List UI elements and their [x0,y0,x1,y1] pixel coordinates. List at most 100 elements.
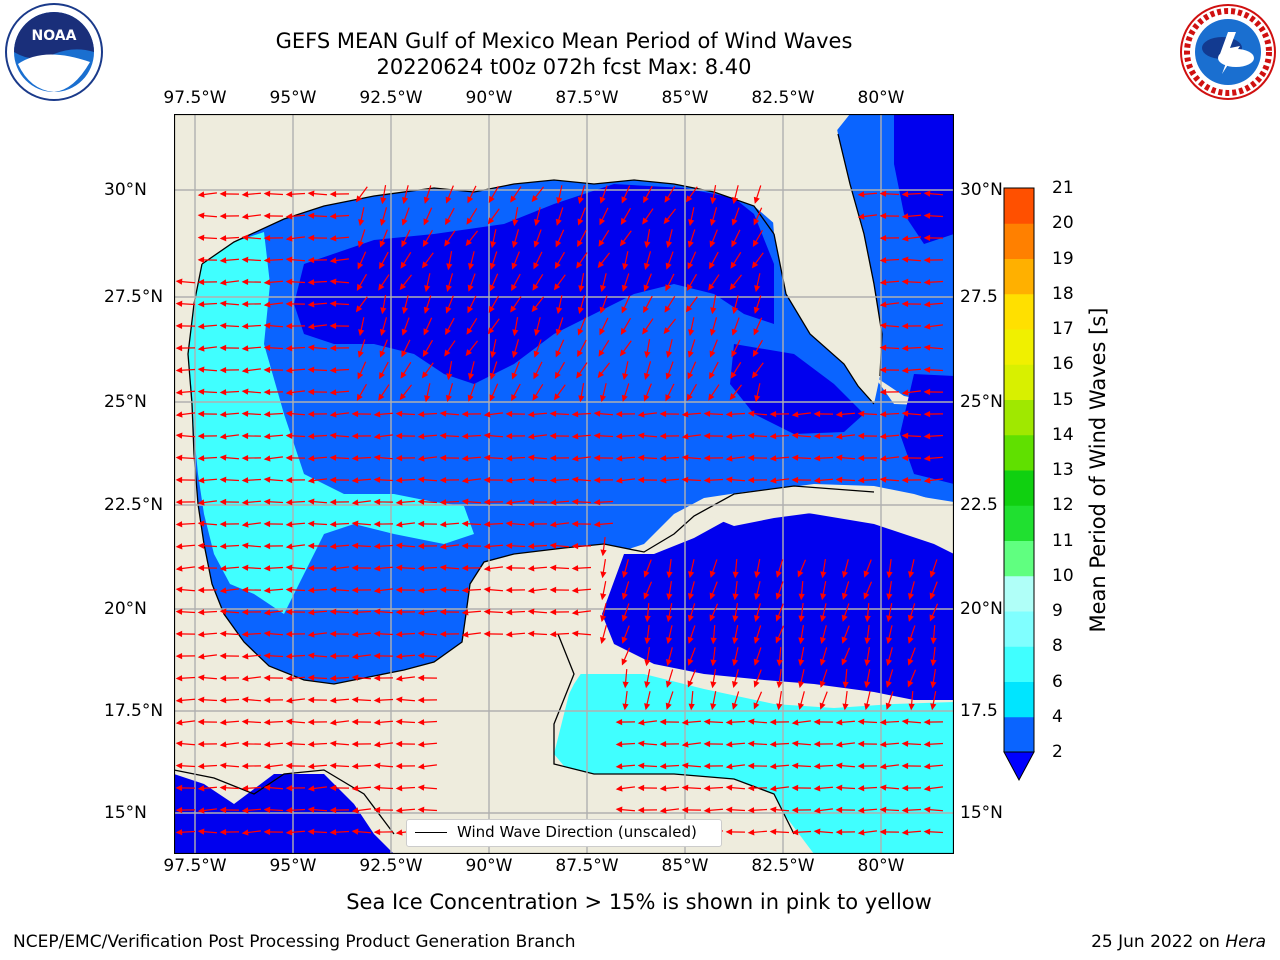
wave-direction-arrowhead [197,696,205,703]
wave-direction-arrowhead [621,196,628,204]
wave-direction-arrowhead [747,740,755,747]
wave-direction-arrowhead [885,658,893,667]
wave-direction-arrowhead [857,740,865,748]
wave-direction-arrowhead [505,564,513,572]
wave-direction-arrowhead [555,218,562,226]
wave-direction-arrowhead [263,542,271,550]
wave-direction-arrowhead [615,806,623,813]
wave-direction-arrowhead [637,762,645,769]
wave-direction-arrowhead [285,807,293,814]
wave-direction-arrowhead [571,433,579,440]
wave-direction-arrowhead [797,702,805,711]
colorbar-under-arrow [1003,751,1035,782]
wave-direction-arrowhead [864,615,871,623]
wave-direction-arrowhead [599,328,606,336]
wave-direction-arrowhead [263,784,271,791]
wave-direction-arrowhead [534,329,541,337]
wave-direction-arrowhead [329,652,337,660]
wave-direction-arrowhead [329,322,337,330]
wave-direction-arrowhead [175,652,183,660]
wave-direction-arrowhead [879,212,887,220]
wave-direction-arrowhead [351,432,359,440]
wave-direction-arrowhead [373,719,381,726]
lat-tick-left: 27.5°N [104,287,164,307]
wave-direction-arrowhead [329,190,337,198]
lon-tick-bottom: 80°W [857,856,905,876]
wave-direction-arrowhead [549,542,557,549]
wave-direction-arrowhead [769,410,777,418]
wave-direction-arrowhead [879,433,887,440]
wave-direction-arrowhead [373,520,381,528]
wave-direction-arrowhead [241,345,249,352]
wave-direction-arrowhead [351,609,359,616]
wave-direction-arrowhead [659,477,667,484]
colorbar-swatch [1004,540,1034,577]
wave-direction-arrowhead [753,306,760,314]
wave-direction-arrowhead [879,763,887,770]
wave-direction-arrowhead [373,608,381,615]
wave-direction-arrowhead [703,477,711,484]
wave-direction-arrowhead [710,703,717,711]
wave-direction-arrowhead [533,372,540,380]
wave-direction-arrowhead [197,718,205,726]
wave-direction-arrowhead [747,807,755,814]
wave-direction-arrowhead [417,630,425,637]
wave-direction-arrowhead [901,235,909,242]
wave-direction-arrowhead [725,741,733,748]
wave-direction-arrowhead [351,807,359,814]
wave-direction-arrowhead [753,218,760,226]
colorbar-swatches [1004,188,1034,753]
wave-direction-arrowhead [510,305,517,313]
wave-direction-arrowhead [901,476,909,484]
colorbar-tick-label: 18 [1052,283,1074,304]
wave-direction-arrowhead [444,349,451,357]
wave-direction-arrowhead [725,476,733,483]
wave-direction-arrowhead [798,615,805,623]
wave-direction-arrowhead [643,195,649,204]
wave-direction-arrowhead [637,454,645,461]
wave-direction-arrowhead [665,702,672,710]
wave-direction-arrowhead [197,212,205,219]
wave-direction-arrowhead [533,240,540,248]
wave-direction-arrowhead [798,681,805,689]
wave-direction-arrowhead [879,784,887,791]
wave-direction-arrowhead [923,455,931,462]
wave-direction-arrowhead [731,702,738,710]
wave-direction-arrowhead [395,586,403,594]
wave-direction-arrowhead [373,454,381,461]
wave-direction-arrowhead [461,477,469,484]
wave-direction-arrowhead [395,762,403,770]
wave-direction-arrowhead [908,571,915,579]
wave-direction-arrowhead [621,658,628,666]
wave-direction-arrowhead [483,411,491,418]
wave-direction-arrowhead [923,301,931,308]
wave-direction-arrowhead [467,196,474,204]
gulf-map [174,114,954,854]
wave-direction-arrowhead [439,543,447,550]
wave-direction-arrowhead [615,433,623,440]
wave-direction-arrowhead [373,498,381,506]
wave-direction-arrowhead [532,283,539,291]
wave-direction-arrowhead [703,807,711,814]
wave-direction-arrowhead [820,615,827,623]
wave-direction-arrowhead [263,212,271,220]
wave-direction-arrowhead [901,740,909,747]
wave-direction-arrowhead [659,763,667,770]
wave-direction-arrowhead [879,190,887,197]
wave-direction-arrowhead [329,565,337,572]
low-period-zone-north [294,184,774,384]
wave-direction-arrowhead [505,455,513,462]
wave-direction-arrowhead [730,371,737,379]
wave-direction-arrowhead [621,614,628,622]
wave-direction-arrowhead [553,283,561,291]
wave-direction-arrowhead [175,608,183,615]
wave-direction-arrowhead [483,454,491,461]
wave-direction-arrowhead [417,411,425,418]
wave-direction-arrowhead [351,696,359,703]
wave-direction-arrowhead [351,674,359,681]
wave-direction-arrowhead [527,520,535,528]
wave-direction-arrowhead [753,196,760,204]
wave-direction-arrowhead [285,586,293,593]
wave-direction-arrowhead [923,477,931,484]
wave-direction-arrowhead [395,696,403,703]
